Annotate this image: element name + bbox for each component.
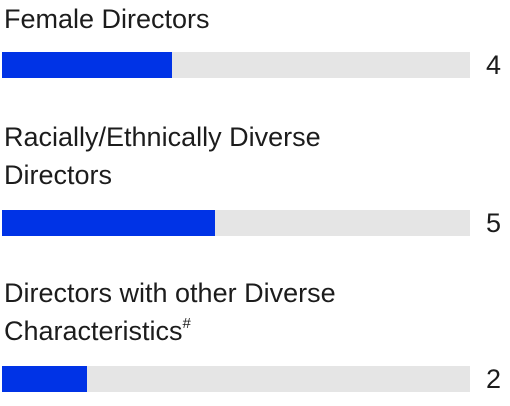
bar [2, 52, 173, 78]
category-label: Female Directors [4, 0, 354, 38]
category-label: Directors with other Diverse Characteris… [4, 274, 354, 350]
bar-track [2, 210, 470, 236]
value-label: 4 [486, 50, 502, 80]
category-text: Female Directors [4, 4, 210, 34]
bar-item: Female Directors 4 [0, 0, 510, 80]
footnote-marker: # [182, 315, 191, 332]
category-text: Directors with other Diverse Characteris… [4, 278, 336, 346]
bar-item: Racially/Ethnically Diverse Directors 5 [0, 118, 510, 238]
bar [2, 210, 215, 236]
bar [2, 366, 88, 392]
bar-track [2, 52, 470, 78]
category-text: Racially/Ethnically Diverse Directors [4, 122, 321, 190]
value-label: 2 [486, 364, 502, 394]
bar-item: Directors with other Diverse Characteris… [0, 274, 510, 394]
value-label: 5 [486, 208, 502, 238]
bar-track [2, 366, 470, 392]
category-label: Racially/Ethnically Diverse Directors [4, 118, 354, 194]
